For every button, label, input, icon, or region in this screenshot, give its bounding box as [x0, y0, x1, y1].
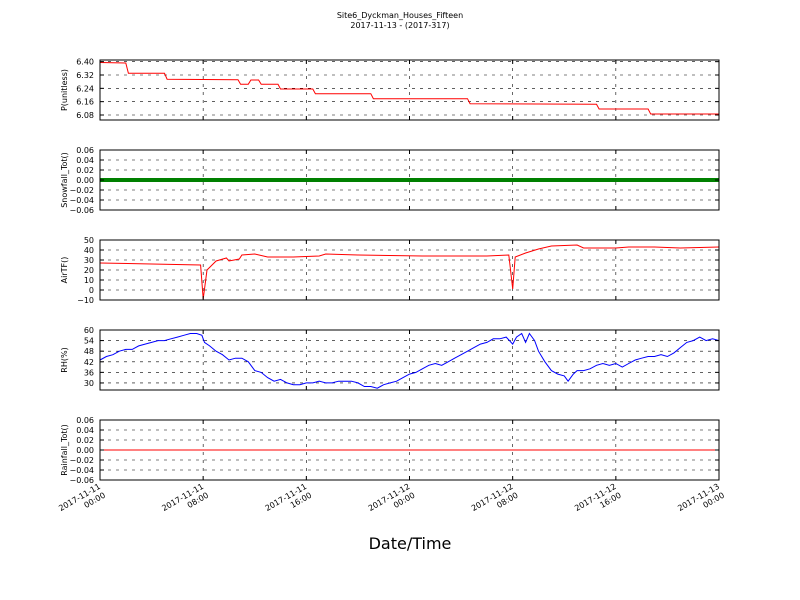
y-tick-label: 0.02 [76, 166, 94, 175]
y-tick-label: 48 [84, 347, 94, 356]
y-tick-label: 42 [84, 358, 94, 367]
x-tick-label: 2017-11-1100:00 [57, 482, 107, 522]
y-tick-label: 50 [84, 236, 94, 245]
x-tick-label: 2017-11-1108:00 [160, 482, 210, 522]
y-tick-label: 30 [84, 256, 94, 265]
y-tick-label: −0.04 [69, 466, 94, 475]
y-tick-label: 0.02 [76, 436, 94, 445]
y-tick-label: 6.16 [76, 98, 94, 107]
y-tick-label: 20 [84, 266, 94, 275]
y-tick-label: 0.00 [76, 446, 94, 455]
series-line-3 [99, 332, 720, 389]
y-tick-label: −0.06 [69, 206, 94, 215]
y-axis-label: AirTF() [60, 257, 69, 284]
x-tick-label: 2017-11-1208:00 [470, 482, 520, 522]
y-axis-label: Snowfall_Tot() [60, 152, 69, 208]
y-tick-label: 60 [84, 326, 94, 335]
y-tick-label: 0.00 [76, 176, 94, 185]
y-tick-label: 0.06 [76, 146, 94, 155]
chart-title: Site6_Dyckman_Houses_Fifteen [336, 11, 464, 20]
chart-subtitle: 2017-11-13 - (2017-317) [350, 21, 450, 30]
series-line-2 [99, 244, 720, 300]
x-tick-label: 2017-11-1216:00 [573, 482, 623, 522]
y-tick-label: 0.04 [76, 156, 94, 165]
y-tick-label: −10 [77, 296, 94, 305]
y-tick-label: 30 [84, 379, 94, 388]
y-tick-label: −0.06 [69, 476, 94, 485]
y-tick-label: −0.02 [69, 456, 94, 465]
y-tick-label: 10 [84, 276, 94, 285]
y-tick-label: 6.32 [76, 71, 94, 80]
y-tick-label: 0.06 [76, 416, 94, 425]
y-tick-label: 6.40 [76, 58, 94, 67]
y-tick-label: −0.04 [69, 196, 94, 205]
y-tick-label: 0.04 [76, 426, 94, 435]
series-line-0 [99, 62, 719, 115]
x-axis-label: Date/Time [368, 534, 452, 553]
y-tick-label: 6.24 [76, 84, 94, 93]
y-tick-label: 36 [84, 368, 94, 377]
y-tick-label: 54 [84, 337, 94, 346]
y-tick-label: 6.08 [76, 111, 94, 120]
x-tick-label: 2017-11-1116:00 [264, 482, 314, 522]
x-tick-label: 2017-11-1300:00 [676, 482, 726, 522]
y-axis-label: RH(%) [60, 347, 69, 372]
y-axis-label: P(unitless) [60, 69, 69, 111]
x-tick-label: 2017-11-1200:00 [367, 482, 417, 522]
y-tick-label: −0.02 [69, 186, 94, 195]
y-axis-label: Rainfall_Tot() [60, 424, 69, 476]
y-tick-label: 40 [84, 246, 94, 255]
y-tick-label: 0 [89, 286, 94, 295]
